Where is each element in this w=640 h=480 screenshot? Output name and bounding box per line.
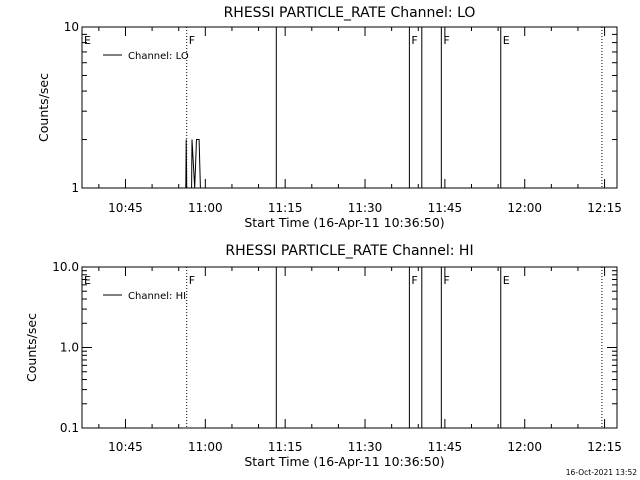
y-tick-label: 0.1 xyxy=(60,421,79,435)
x-tick-label: 12:15 xyxy=(587,440,622,454)
chart-title: RHESSI PARTICLE_RATE Channel: LO xyxy=(224,5,476,21)
footer-timestamp: 16-Oct-2021 13:52 xyxy=(566,468,637,477)
x-tick-label: 11:00 xyxy=(188,440,223,454)
x-tick-label: 12:00 xyxy=(507,440,542,454)
x-tick-label: 12:00 xyxy=(507,201,542,215)
annotation-flag-f: F xyxy=(443,274,449,287)
y-axis-label: Counts/sec xyxy=(24,313,39,382)
annotation-flag-e: E xyxy=(503,34,510,47)
annotation-flag-f: F xyxy=(443,34,449,47)
x-tick-label: 11:45 xyxy=(428,201,463,215)
chart-panel-hi: RHESSI PARTICLE_RATE Channel: HI 10:45 11:… xyxy=(24,243,622,469)
chart-panel-lo: RHESSI PARTICLE_RATE Channel: LO 10:45 11:… xyxy=(36,5,622,230)
y-tick-label: 10.0 xyxy=(52,260,79,274)
legend-entry: Channel: LO xyxy=(128,51,189,62)
x-tick-label: 10:45 xyxy=(108,201,143,215)
x-tick-label: 11:45 xyxy=(428,440,463,454)
x-axis-label: Start Time (16-Apr-11 10:36:50) xyxy=(244,215,444,230)
x-tick-label: 11:30 xyxy=(348,440,383,454)
x-tick-label: 10:45 xyxy=(108,440,143,454)
y-tick-label: 1.0 xyxy=(60,341,79,355)
y-tick-label: 10 xyxy=(64,20,79,34)
annotation-flag-e: E xyxy=(84,274,91,287)
x-tick-label: 11:30 xyxy=(348,201,383,215)
series-line-channel-lo xyxy=(185,139,205,189)
x-tick-label: 11:00 xyxy=(188,201,223,215)
annotation-flag-f: F xyxy=(189,34,195,47)
x-tick-label: 11:15 xyxy=(268,440,303,454)
chart-title: RHESSI PARTICLE_RATE Channel: HI xyxy=(225,243,473,259)
legend-entry: Channel: HI xyxy=(128,291,186,302)
y-tick-label: 1 xyxy=(71,181,79,195)
y-axis-label: Counts/sec xyxy=(36,73,51,142)
annotation-flag-f: F xyxy=(411,274,417,287)
annotation-flag-f: F xyxy=(189,274,195,287)
annotation-flag-e: E xyxy=(84,34,91,47)
annotation-flag-e: E xyxy=(503,274,510,287)
x-axis-label: Start Time (16-Apr-11 10:36:50) xyxy=(244,454,444,469)
x-tick-label: 11:15 xyxy=(268,201,303,215)
annotation-flag-f: F xyxy=(411,34,417,47)
x-tick-label: 12:15 xyxy=(587,201,622,215)
